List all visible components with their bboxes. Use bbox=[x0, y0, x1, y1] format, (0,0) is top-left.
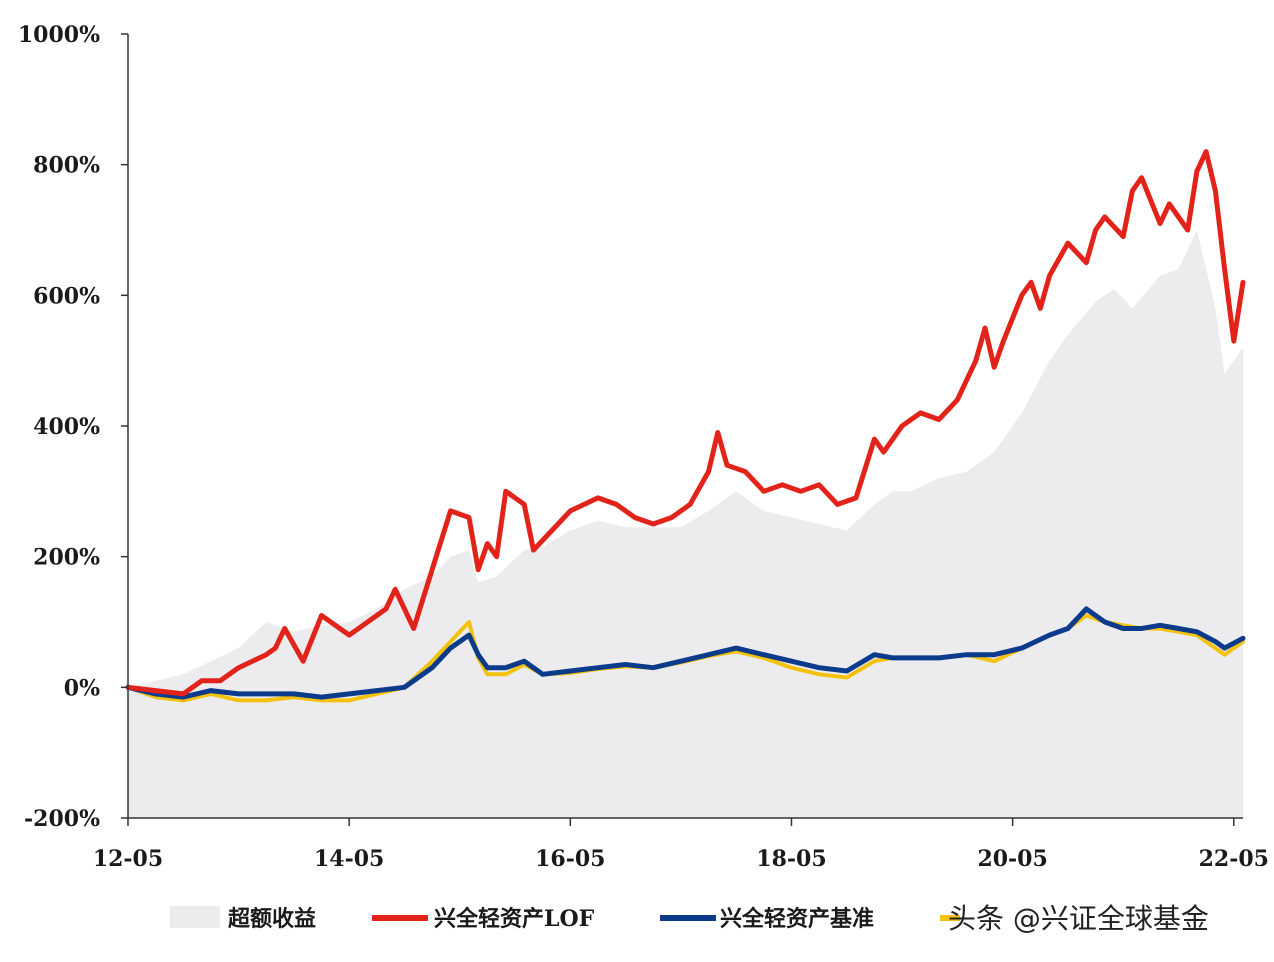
x-ticks: 12-05 14-05 16-05 18-05 20-05 22-05 bbox=[93, 818, 1269, 872]
y-tick-label: 600% bbox=[33, 283, 100, 309]
y-tick-label: 400% bbox=[33, 414, 100, 440]
legend-label-excess: 超额收益 bbox=[228, 906, 316, 932]
legend: 超额收益 兴全轻资产LOF 兴全轻资产基准 bbox=[170, 906, 960, 932]
y-tick-label: 0% bbox=[64, 675, 100, 701]
y-tick-label: -200% bbox=[24, 806, 100, 832]
series-line-benchmark bbox=[125, 606, 1246, 700]
y-ticks: 1000% 800% 600% 400% 200% 0% -200% bbox=[18, 22, 128, 832]
x-tick-label: 12-05 bbox=[93, 846, 163, 872]
x-tick-label: 16-05 bbox=[535, 846, 605, 872]
legend-label-lof: 兴全轻资产LOF bbox=[434, 906, 595, 932]
x-tick-label: 22-05 bbox=[1199, 846, 1269, 872]
plot-area bbox=[125, 149, 1246, 818]
legend-label-benchmark: 兴全轻资产基准 bbox=[720, 906, 874, 932]
watermark-text: 头条 @兴证全球基金 bbox=[948, 902, 1209, 935]
x-tick-label: 14-05 bbox=[314, 846, 384, 872]
y-tick-label: 800% bbox=[33, 153, 100, 179]
y-tick-label: 200% bbox=[33, 545, 100, 571]
series-area-excess-return bbox=[128, 230, 1243, 818]
x-tick-label: 18-05 bbox=[756, 846, 826, 872]
x-tick-label: 20-05 bbox=[977, 846, 1047, 872]
y-tick-label: 1000% bbox=[18, 22, 100, 48]
legend-swatch-excess bbox=[170, 906, 220, 928]
series-line-lof bbox=[125, 149, 1246, 697]
